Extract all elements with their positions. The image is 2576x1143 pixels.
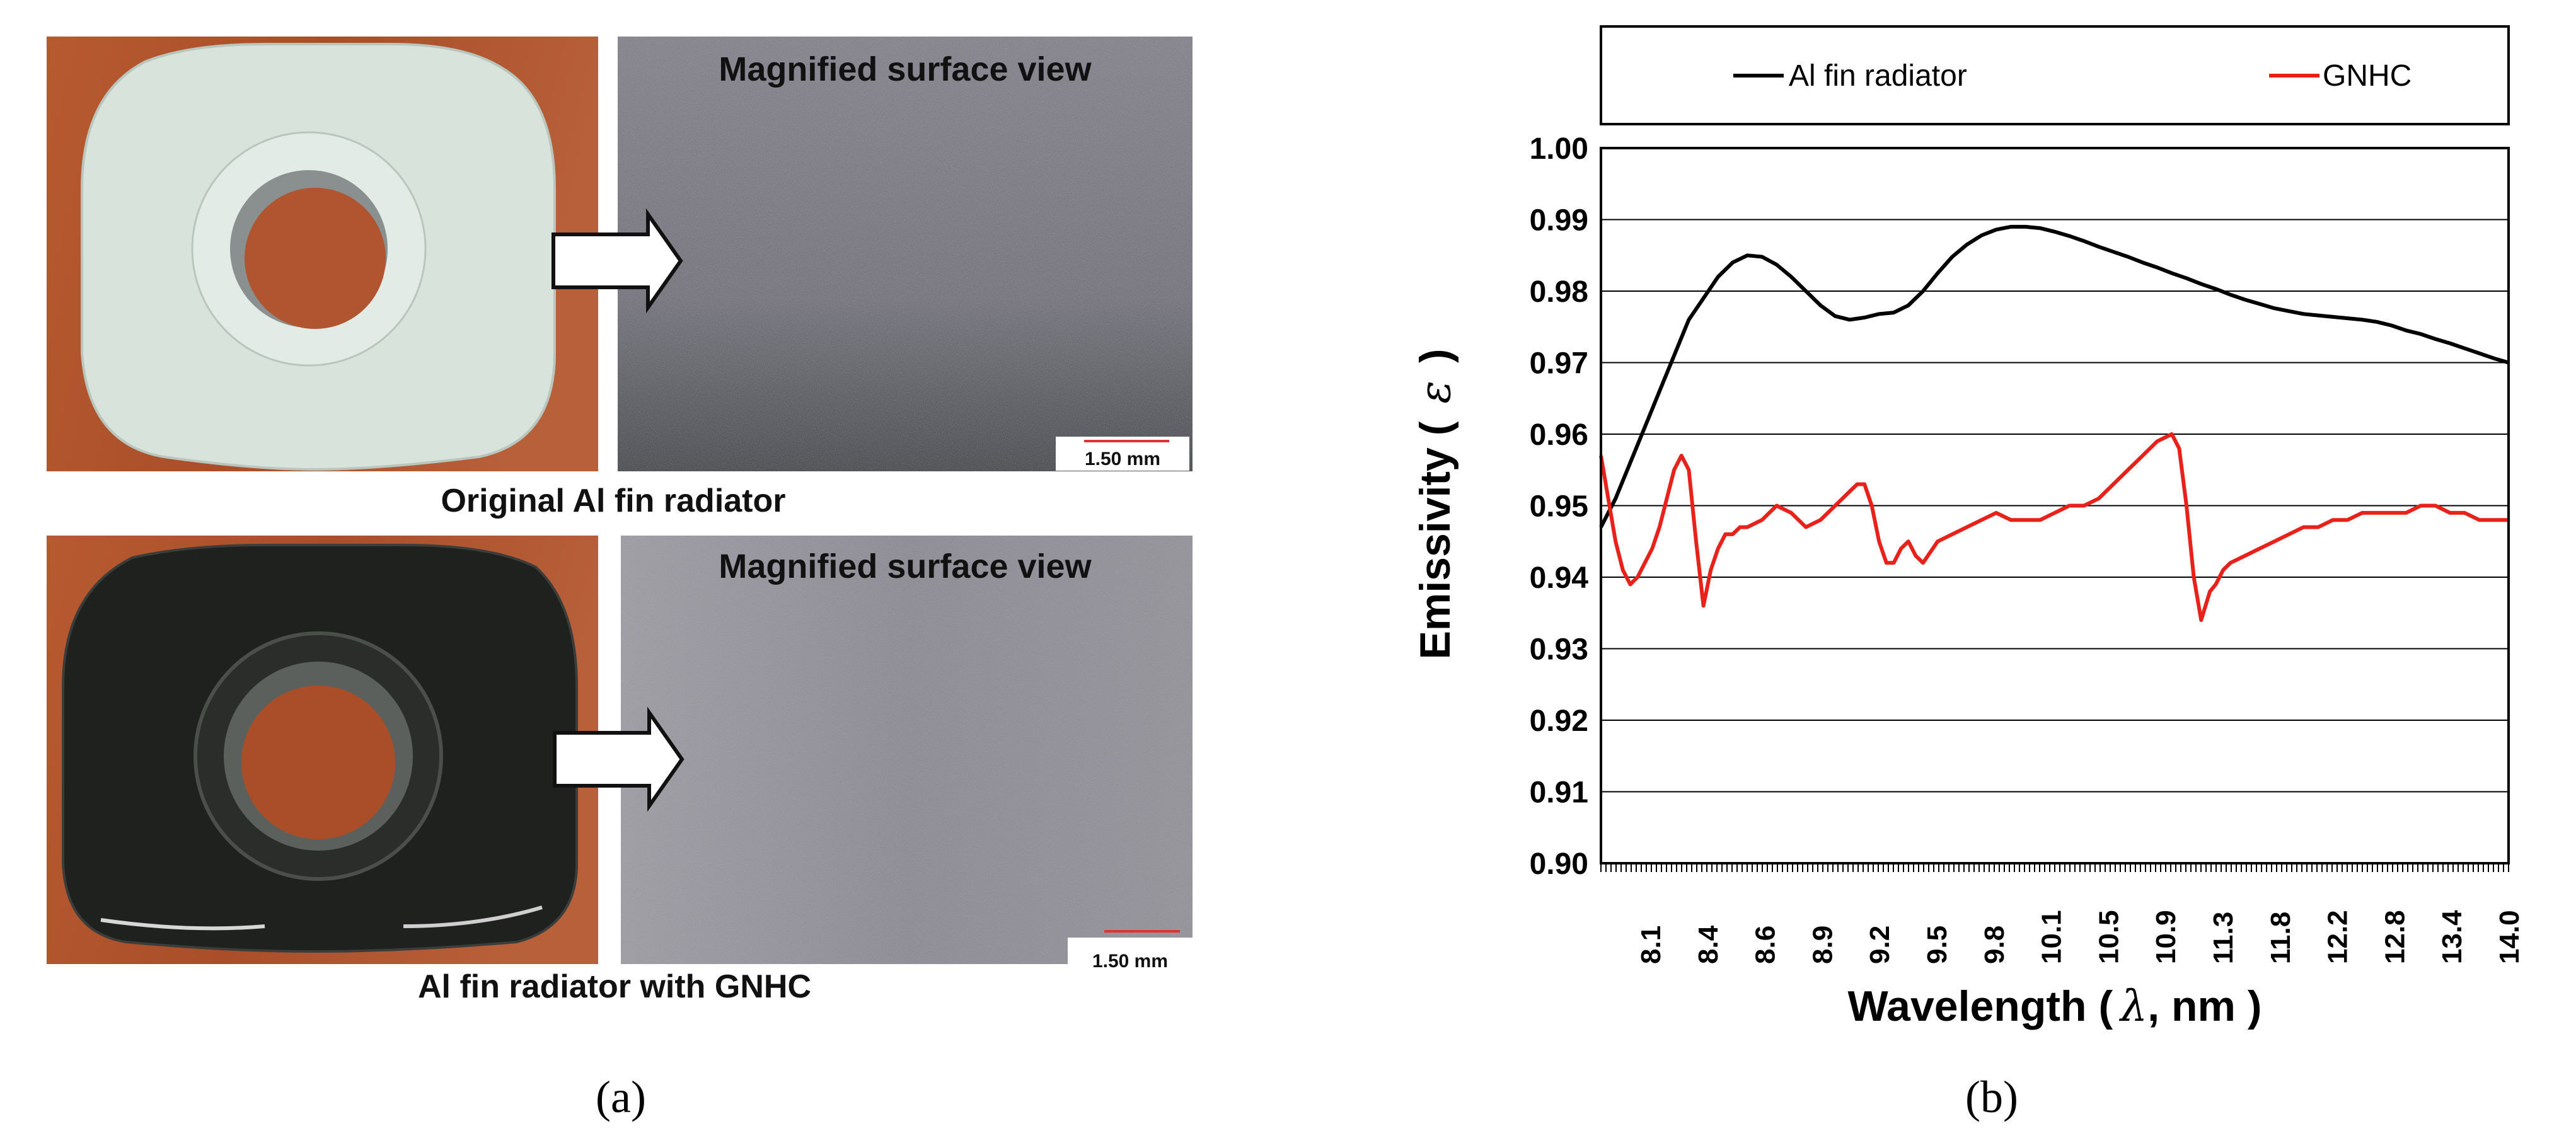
y-tick-label: 0.98 <box>1530 275 1588 309</box>
x-axis-label-text: Wavelength ( <box>1847 982 2113 1030</box>
scale-bar-gnhc: 1.50 mm <box>1092 951 1168 972</box>
y-tick-labels: 0.90 0.91 0.92 0.93 0.94 0.95 0.96 0.97 0.98 0.99… <box>1530 132 1589 881</box>
y-tick-label: 1.00 <box>1530 132 1588 166</box>
x-tick-label: 10.1 <box>2036 910 2067 964</box>
magnified-view-gnhc: Magnified surface view 1.50 mm <box>621 536 1193 972</box>
legend: Al fin radiator GNHC <box>1600 25 2510 125</box>
x-tick-label: 12.2 <box>2323 910 2354 964</box>
x-axis-label-symbol: λ <box>2118 982 2147 1031</box>
emissivity-chart: Al fin radiator GNHC 0.900.910.920.930.9… <box>1411 25 2525 1122</box>
x-tick-label: 8.9 <box>1807 926 1838 964</box>
series-line-al-fin-radiator <box>1599 224 2509 528</box>
magnified-view-original: Magnified surface view 1.50 mm <box>618 37 1193 471</box>
x-tick-label: 12.8 <box>2379 910 2410 964</box>
y-tick-label: 0.92 <box>1530 704 1588 738</box>
panel-label-b: (b) <box>1965 1072 2018 1122</box>
scale-bar-original: 1.50 mm <box>1085 449 1160 469</box>
panel-label-a: (a) <box>596 1072 646 1122</box>
y-tick-label: 0.90 <box>1530 847 1588 881</box>
y-tick-label: 0.94 <box>1530 561 1589 595</box>
panel-b: Al fin radiator GNHC 0.90 0.91 0.92 0.93 0.9… <box>1355 0 2576 1140</box>
x-tick-label: 9.5 <box>1922 926 1953 964</box>
y-tick-label: 0.97 <box>1530 347 1588 381</box>
y-axis-label-close: ) <box>1411 348 1459 363</box>
panel-a: Magnified surface view 1.50 mm Original … <box>0 0 1235 1140</box>
y-axis-label-text: Emissivity ( <box>1411 421 1459 659</box>
x-tick-label: 10.5 <box>2093 910 2124 964</box>
x-tick-label: 9.8 <box>1979 926 2010 964</box>
x-tick-label: 13.4 <box>2437 910 2468 964</box>
magnified-title-gnhc: Magnified surface view <box>719 548 1092 585</box>
y-tick-label: 0.95 <box>1530 490 1588 524</box>
x-tick-labels: 8.1 8.4 8.6 8.9 9.2 9.5 9.8 10.1 10.5 10.9 11.3 11.… <box>1636 910 2525 964</box>
y-tick-label: 0.99 <box>1530 204 1588 238</box>
photo-gnhc-part <box>47 536 598 964</box>
y-axis-label: Emissivity ( ε) <box>1411 348 1460 659</box>
x-tick-label: 8.6 <box>1750 926 1781 964</box>
x-tick-label: 8.1 <box>1636 926 1666 964</box>
x-tick-label: 9.2 <box>1864 926 1895 964</box>
gridlines <box>1601 147 2509 864</box>
magnified-title-original: Magnified surface view <box>719 50 1092 88</box>
y-axis-label-symbol: ε <box>1411 381 1460 404</box>
y-tick-label: 0.91 <box>1530 776 1588 810</box>
photo-original-part <box>47 37 598 471</box>
arrow-icon-bottom <box>553 706 684 812</box>
x-tick-label: 11.3 <box>2208 912 2239 964</box>
panel-a-figure: Magnified surface view 1.50 mm Original … <box>47 37 1193 1122</box>
y-tick-label: 0.93 <box>1530 633 1588 667</box>
plot-frame <box>1600 147 2510 864</box>
x-tick-label: 10.9 <box>2151 910 2181 964</box>
x-minor-ticks <box>1600 863 2509 872</box>
caption-original: Original Al fin radiator <box>441 483 785 519</box>
caption-gnhc: Al fin radiator with GNHC <box>418 968 811 1005</box>
x-tick-label: 11.8 <box>2265 912 2296 964</box>
x-axis-label-rest: , nm ) <box>2147 982 2261 1030</box>
arrow-icon-top <box>552 208 683 314</box>
x-axis-label: Wavelength (λ, nm ) <box>1847 982 2261 1031</box>
legend-label-al: Al fin radiator <box>1789 59 1967 93</box>
legend-label-gnhc: GNHC <box>2323 59 2411 93</box>
x-tick-label: 14.0 <box>2494 910 2525 964</box>
series-line-gnhc <box>1599 432 2509 623</box>
y-tick-label: 0.96 <box>1530 418 1588 452</box>
series-lines <box>1599 224 2509 623</box>
x-tick-label: 8.4 <box>1693 925 1724 964</box>
